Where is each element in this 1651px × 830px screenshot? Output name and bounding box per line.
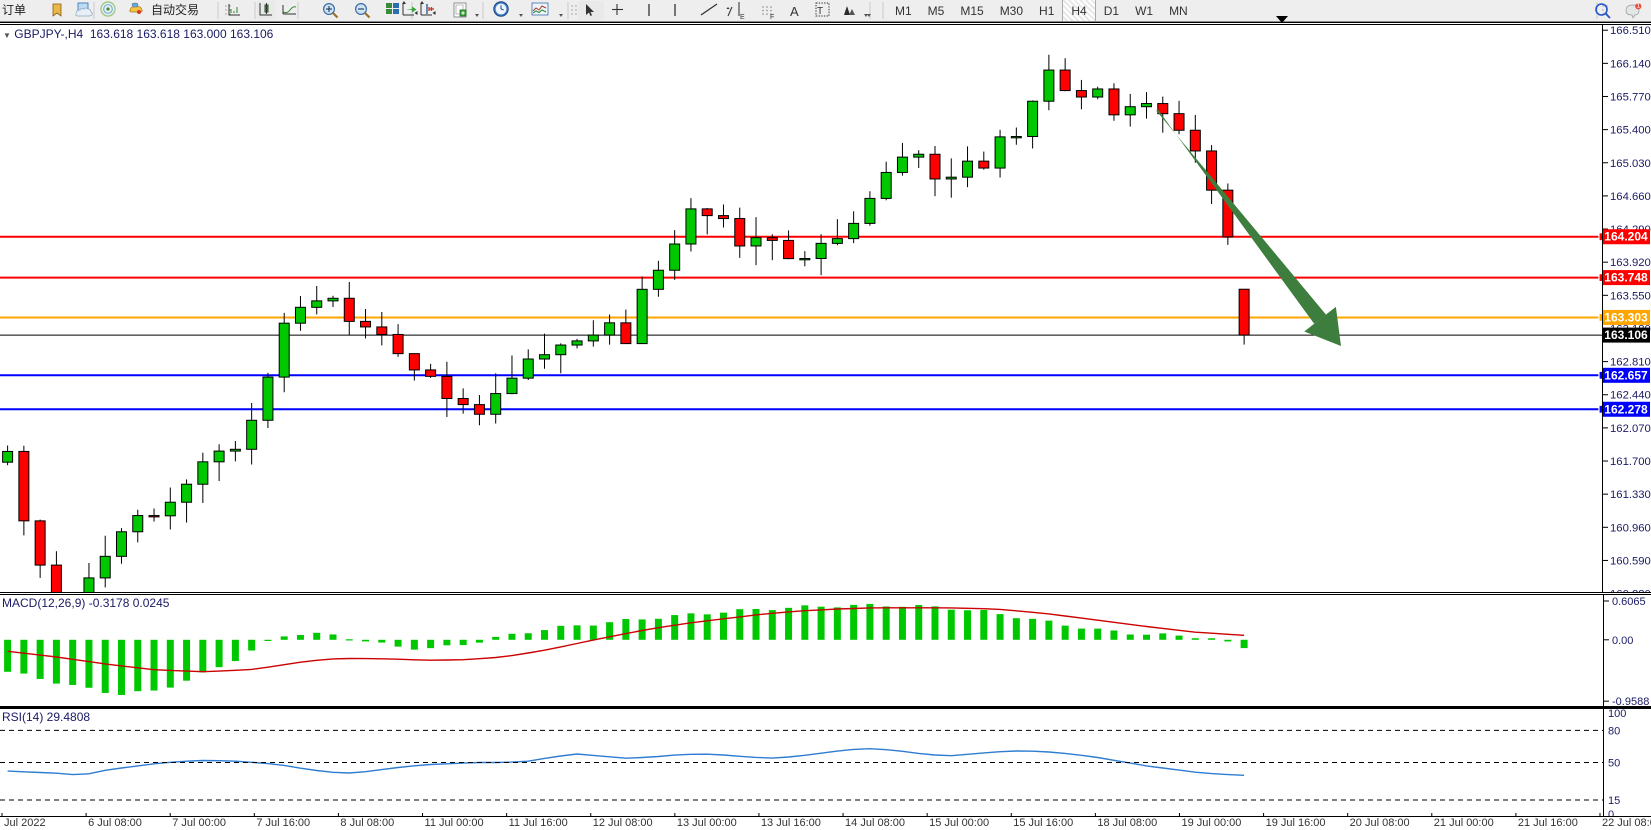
svg-text:162.440: 162.440 — [1610, 390, 1651, 402]
svg-text:162.070: 162.070 — [1610, 423, 1651, 435]
svg-text:161.700: 161.700 — [1610, 456, 1651, 468]
svg-text:166.510: 166.510 — [1610, 25, 1651, 37]
svg-text:13 Jul 16:00: 13 Jul 16:00 — [761, 817, 821, 829]
svg-text:163.550: 163.550 — [1610, 290, 1651, 302]
svg-text:A: A — [790, 4, 799, 19]
svg-text:19 Jul 16:00: 19 Jul 16:00 — [1266, 817, 1326, 829]
svg-text:163.920: 163.920 — [1610, 257, 1651, 269]
svg-text:160.590: 160.590 — [1610, 555, 1651, 567]
svg-text:Jul 2022: Jul 2022 — [4, 817, 46, 829]
svg-text:自动交易: 自动交易 — [151, 2, 199, 17]
svg-text:165.030: 165.030 — [1610, 158, 1651, 170]
svg-text:22 Jul 08:00: 22 Jul 08:00 — [1602, 817, 1651, 829]
svg-text:7 Jul 16:00: 7 Jul 16:00 — [256, 817, 310, 829]
svg-text:F: F — [770, 14, 774, 21]
svg-text:E: E — [740, 14, 745, 21]
svg-text:166.140: 166.140 — [1610, 58, 1651, 70]
svg-text:163.106: 163.106 — [1604, 328, 1648, 342]
svg-text:21 Jul 16:00: 21 Jul 16:00 — [1518, 817, 1578, 829]
svg-text:164.660: 164.660 — [1610, 191, 1651, 203]
svg-text:15 Jul 16:00: 15 Jul 16:00 — [1013, 817, 1073, 829]
svg-text:50: 50 — [1608, 758, 1620, 770]
svg-text:订单: 订单 — [2, 3, 26, 17]
svg-text:162.278: 162.278 — [1604, 402, 1648, 416]
svg-text:15 Jul 00:00: 15 Jul 00:00 — [929, 817, 989, 829]
svg-text:11 Jul 16:00: 11 Jul 16:00 — [509, 817, 568, 829]
svg-text:1: 1 — [1636, 3, 1640, 10]
svg-text:161.330: 161.330 — [1610, 489, 1651, 501]
svg-text:160.960: 160.960 — [1610, 522, 1651, 534]
svg-text:163.303: 163.303 — [1604, 310, 1648, 324]
svg-text:165.770: 165.770 — [1610, 91, 1651, 103]
svg-text:14 Jul 08:00: 14 Jul 08:00 — [845, 817, 905, 829]
svg-text:100: 100 — [1608, 709, 1626, 720]
svg-text:15: 15 — [1608, 795, 1620, 807]
svg-text:163.748: 163.748 — [1604, 271, 1648, 285]
svg-text:80: 80 — [1608, 725, 1620, 737]
svg-text:0.6065: 0.6065 — [1612, 596, 1646, 608]
svg-text:0.00: 0.00 — [1612, 635, 1633, 647]
svg-text:162.810: 162.810 — [1610, 357, 1651, 369]
svg-text:21 Jul 00:00: 21 Jul 00:00 — [1434, 817, 1494, 829]
svg-text:11 Jul 00:00: 11 Jul 00:00 — [425, 817, 484, 829]
svg-text:8 Jul 08:00: 8 Jul 08:00 — [340, 817, 394, 829]
svg-text:164.204: 164.204 — [1604, 230, 1648, 244]
svg-text:T: T — [817, 6, 823, 17]
svg-text:162.657: 162.657 — [1604, 368, 1648, 382]
svg-text:6 Jul 08:00: 6 Jul 08:00 — [88, 817, 142, 829]
svg-text:13 Jul 00:00: 13 Jul 00:00 — [677, 817, 737, 829]
svg-text:7 Jul 00:00: 7 Jul 00:00 — [172, 817, 226, 829]
svg-text:12 Jul 08:00: 12 Jul 08:00 — [593, 817, 653, 829]
svg-text:165.400: 165.400 — [1610, 125, 1651, 137]
svg-text:20 Jul 08:00: 20 Jul 08:00 — [1350, 817, 1410, 829]
svg-text:19 Jul 00:00: 19 Jul 00:00 — [1181, 817, 1241, 829]
svg-text:18 Jul 08:00: 18 Jul 08:00 — [1097, 817, 1157, 829]
